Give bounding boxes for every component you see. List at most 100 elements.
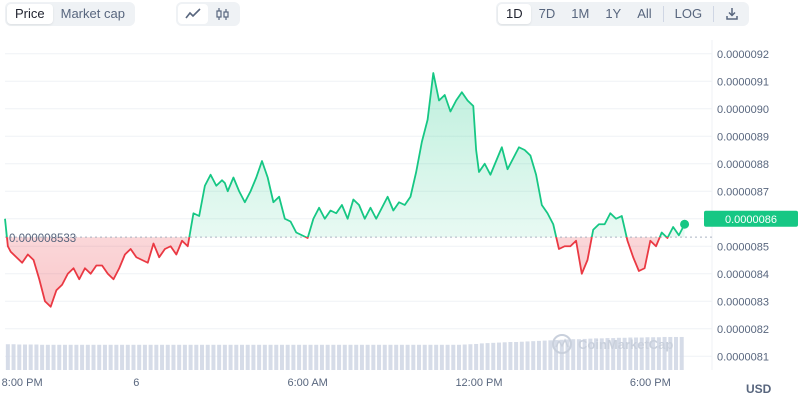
volume-bar	[337, 344, 342, 370]
chart-style-toggle	[176, 2, 240, 26]
current-price-badge: 0.0000086	[704, 210, 798, 227]
volume-bar	[616, 337, 621, 370]
volume-bar	[354, 344, 359, 370]
volume-bar	[285, 344, 290, 370]
y-tick-label: 0.0000087	[717, 186, 769, 198]
coinmarketcap-watermark: CoinMarketCap	[552, 334, 673, 354]
x-axis: 8:00 PM 6 6:00 AM 12:00 PM 6:00 PM	[2, 377, 671, 389]
volume-bar	[622, 337, 627, 370]
volume-bar	[302, 344, 307, 370]
tab-market-cap[interactable]: Market cap	[60, 6, 125, 21]
volume-bar	[417, 344, 422, 370]
volume-bar	[582, 338, 587, 370]
volume-bars	[5, 336, 684, 370]
volume-bar	[651, 337, 656, 370]
area-above-reference	[5, 73, 685, 238]
volume-bar	[131, 344, 136, 370]
line-chart-icon[interactable]	[178, 4, 208, 24]
volume-bar	[148, 344, 153, 370]
volume-bar	[222, 344, 227, 370]
current-price-dot	[680, 219, 690, 229]
candlestick-icon[interactable]	[208, 4, 238, 24]
currency-label: USD	[746, 382, 772, 396]
volume-bar	[668, 336, 673, 370]
volume-bar	[679, 336, 684, 370]
y-tick-label: 0.0000085	[717, 241, 769, 253]
volume-bar	[514, 342, 519, 370]
volume-bar	[68, 344, 73, 370]
y-tick-label: 0.0000090	[717, 104, 769, 116]
volume-bar	[377, 344, 382, 370]
area-below-reference	[6, 237, 668, 307]
volume-bar	[17, 344, 22, 370]
volume-bar	[160, 344, 165, 370]
tab-price[interactable]: Price	[7, 4, 53, 24]
volume-bar	[171, 344, 176, 370]
volume-bar	[342, 344, 347, 370]
y-tick-label: 0.0000082	[717, 324, 769, 336]
range-all[interactable]: All	[637, 6, 652, 21]
volume-bar	[531, 341, 536, 370]
volume-bar	[245, 344, 250, 370]
x-tick-label: 6:00 AM	[287, 377, 327, 389]
volume-bar	[228, 344, 233, 370]
view-tabs: Price Market cap	[5, 2, 135, 26]
log-scale-toggle[interactable]: LOG	[674, 6, 703, 21]
y-tick-label: 0.0000091	[717, 76, 769, 88]
range-1y[interactable]: 1Y	[605, 6, 622, 21]
volume-bar	[405, 344, 410, 370]
volume-bar	[80, 344, 85, 370]
volume-bar	[394, 344, 399, 370]
volume-bar	[559, 339, 564, 370]
volume-bar	[34, 344, 39, 370]
toolbar-divider	[662, 6, 664, 22]
current-price-label: 0.0000086	[725, 214, 777, 226]
download-icon[interactable]	[717, 4, 747, 24]
volume-bar	[605, 338, 610, 370]
range-1d[interactable]: 1D	[498, 4, 531, 24]
volume-bar	[314, 344, 319, 370]
x-tick-label: 6	[133, 377, 139, 389]
volume-bar	[120, 344, 125, 370]
volume-bar	[525, 341, 530, 370]
volume-bar	[205, 344, 210, 370]
watermark-text: CoinMarketCap	[578, 337, 673, 352]
volume-bar	[85, 344, 90, 370]
volume-bar	[457, 344, 462, 370]
volume-bar	[468, 344, 473, 370]
y-tick-label: 0.0000084	[717, 269, 769, 281]
volume-bar	[571, 339, 576, 370]
volume-bar	[182, 344, 187, 370]
range-7d[interactable]: 7D	[538, 6, 556, 21]
volume-bar	[474, 343, 479, 370]
y-tick-label: 0.0000089	[717, 131, 769, 143]
volume-bar	[114, 344, 119, 370]
volume-bar	[211, 344, 216, 370]
volume-bar	[656, 337, 661, 370]
volume-bar	[491, 342, 496, 370]
volume-bar	[422, 344, 427, 370]
volume-bar	[331, 344, 336, 370]
volume-bar	[91, 344, 96, 370]
range-1m[interactable]: 1M	[571, 6, 590, 21]
volume-bar	[674, 336, 679, 370]
volume-bar	[502, 342, 507, 370]
current-price-badge-bg	[704, 210, 798, 227]
volume-bar	[628, 337, 633, 370]
volume-bar	[508, 342, 513, 370]
volume-bar	[639, 337, 644, 370]
volume-bar	[662, 336, 667, 370]
volume-bar	[445, 344, 450, 370]
volume-bar	[251, 344, 256, 370]
volume-bar	[125, 344, 130, 370]
volume-bar	[308, 344, 313, 370]
volume-bar	[411, 344, 416, 370]
volume-bar	[388, 344, 393, 370]
volume-bar	[234, 344, 239, 370]
volume-bar	[22, 344, 27, 370]
volume-bar	[365, 344, 370, 370]
volume-bar	[462, 344, 467, 370]
volume-bar	[565, 339, 570, 370]
volume-bar	[40, 344, 45, 370]
